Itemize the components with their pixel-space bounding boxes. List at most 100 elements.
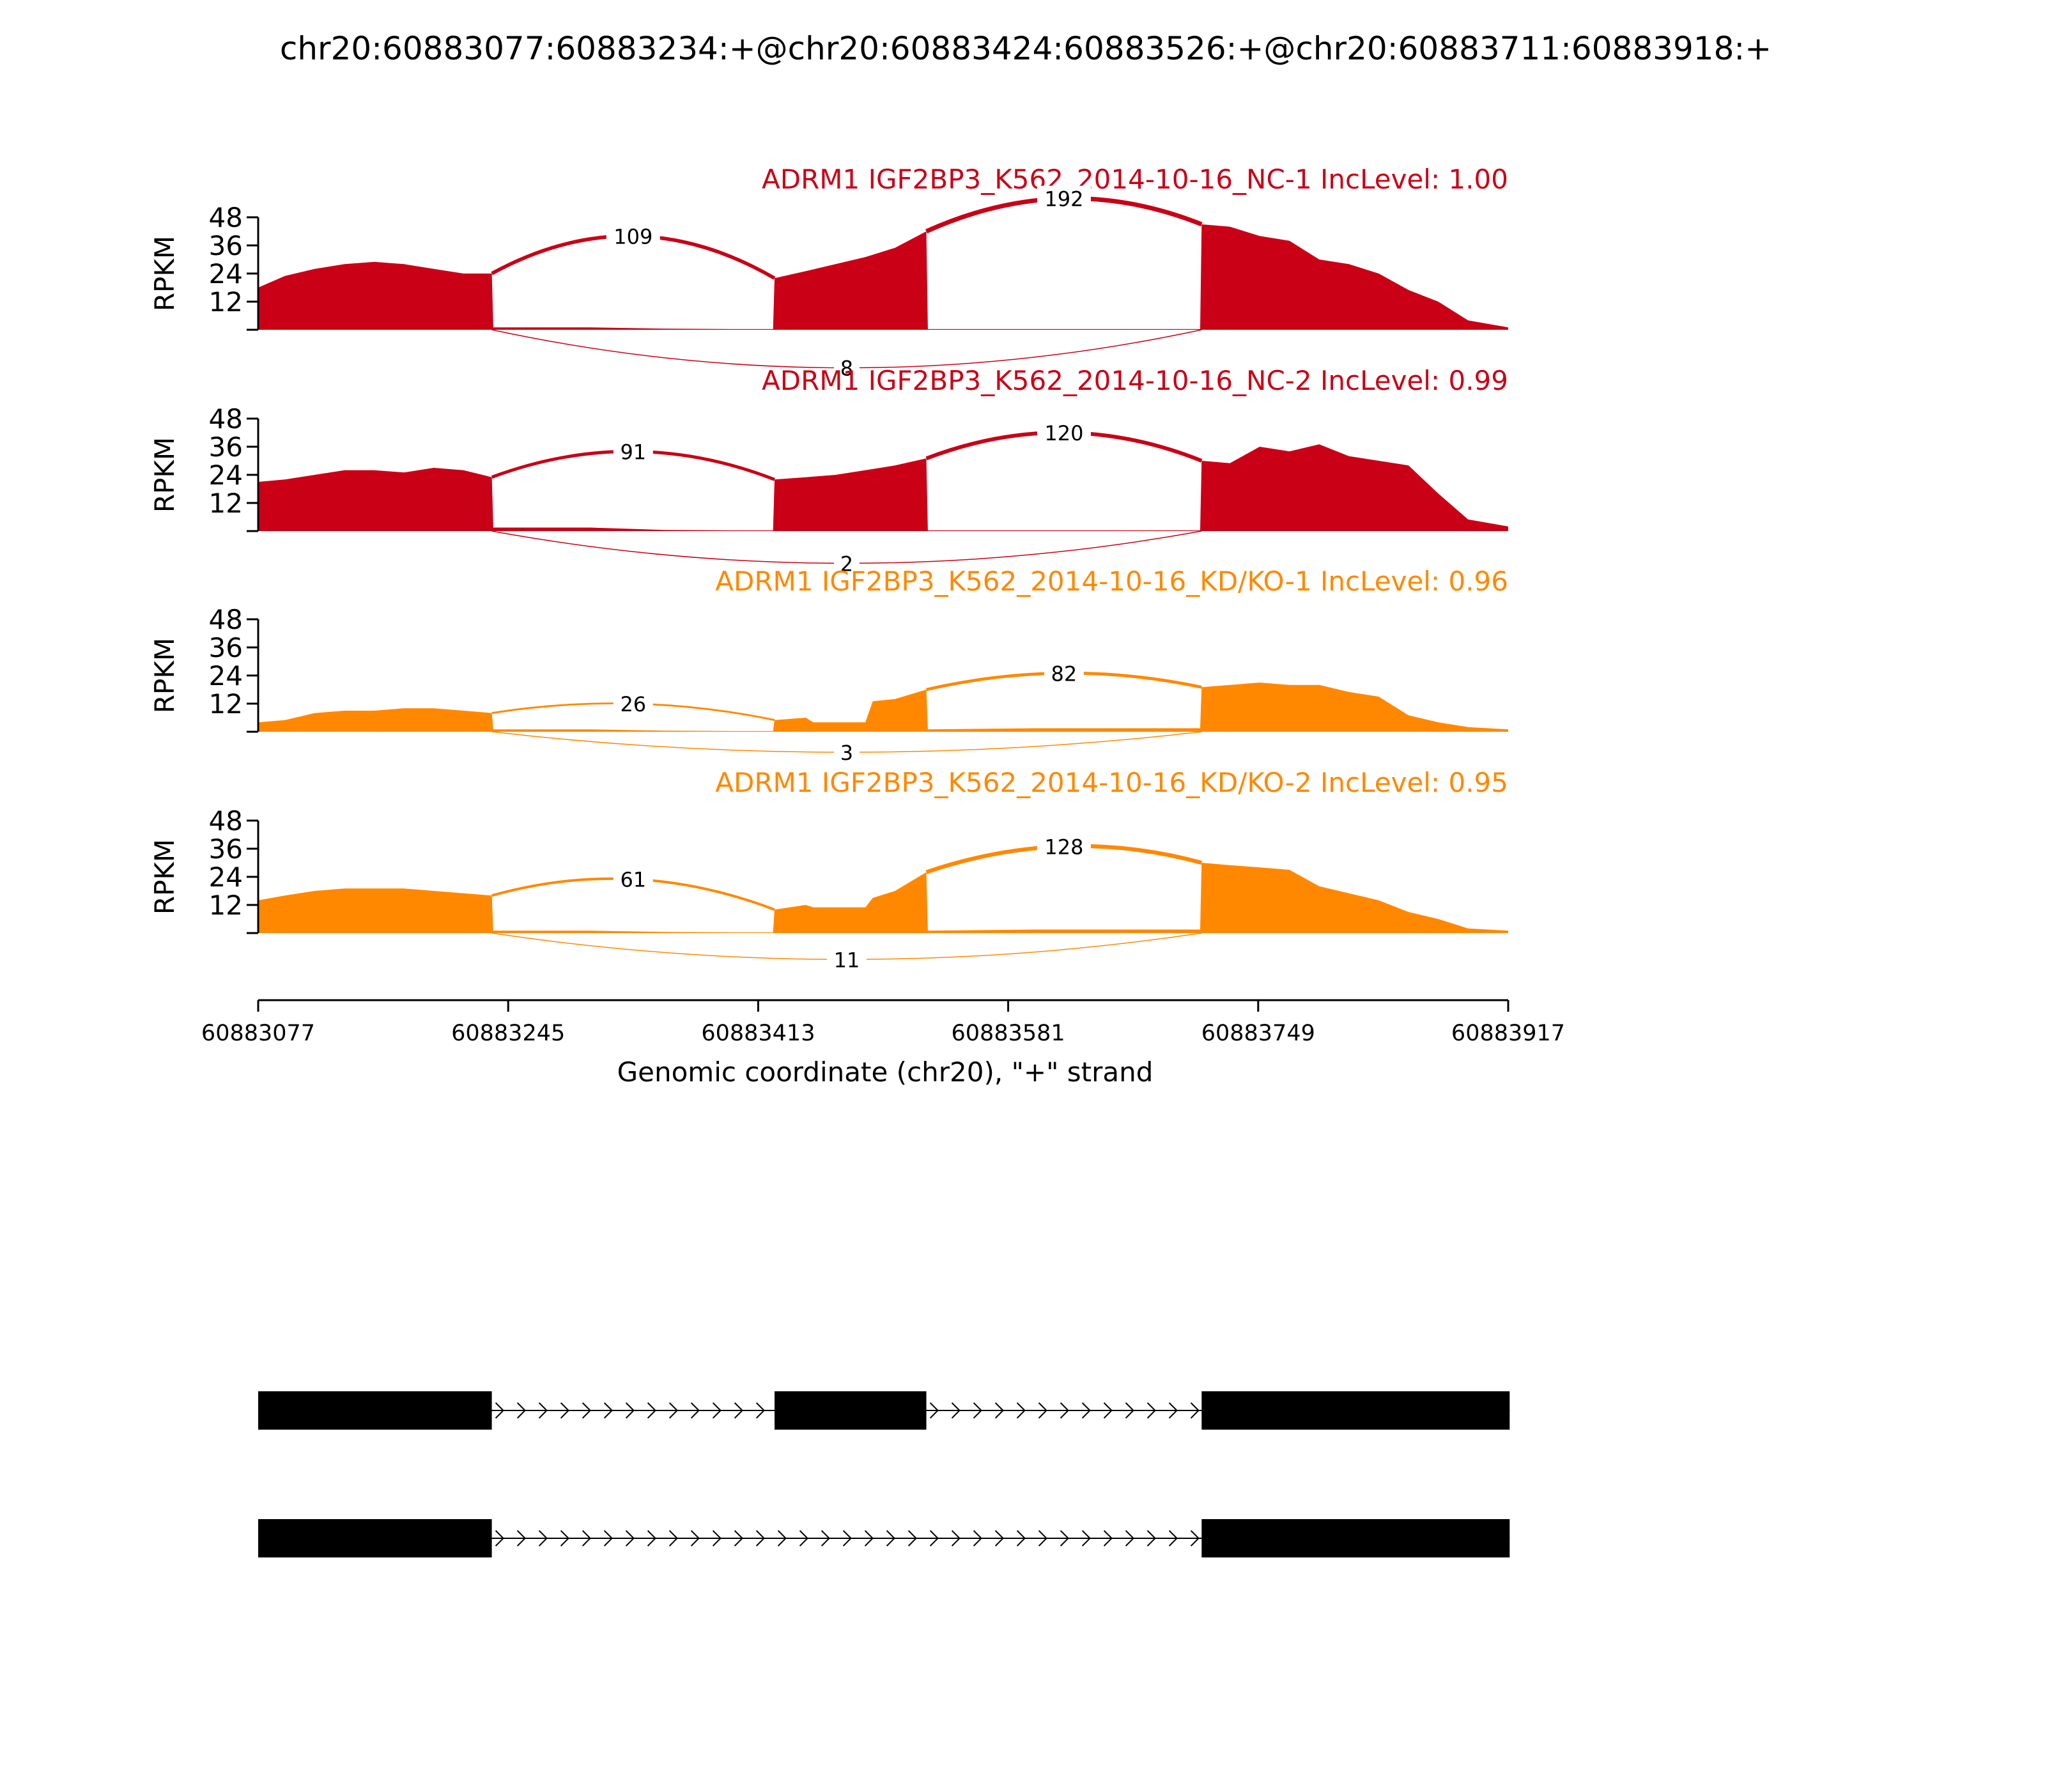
strand-chevron: [1060, 1530, 1070, 1547]
junction-label-bg: [826, 946, 867, 973]
junction-count: 26: [620, 692, 646, 716]
exon-block: [1201, 1391, 1510, 1430]
strand-chevron: [799, 1530, 809, 1547]
strand-chevron: [1168, 1530, 1178, 1547]
y-axis-label: RPKM: [149, 236, 180, 311]
strand-chevron: [495, 1402, 505, 1419]
strand-chevron: [755, 1530, 766, 1547]
strand-chevron: [1103, 1402, 1113, 1419]
strand-chevron: [734, 1530, 744, 1547]
strand-chevron: [994, 1402, 1004, 1419]
y-tick-label: 36: [209, 431, 243, 463]
strand-chevron: [582, 1402, 592, 1419]
y-tick-label: 36: [209, 632, 243, 663]
junction-label-bg: [833, 550, 860, 576]
junction-count: 2: [840, 552, 853, 576]
x-tick-label: 60883077: [201, 1021, 315, 1046]
y-tick-label: 36: [209, 833, 243, 865]
junction-count: 91: [620, 440, 646, 464]
strand-chevron: [560, 1530, 570, 1547]
strand-chevron: [625, 1530, 635, 1547]
strand-chevron: [1168, 1402, 1178, 1419]
strand-chevron: [1016, 1530, 1026, 1547]
strand-chevron: [973, 1402, 982, 1419]
junction-count: 8: [840, 357, 853, 381]
exon-block: [258, 1519, 492, 1557]
strand-chevron: [1081, 1402, 1091, 1419]
coverage-area: [258, 863, 1508, 933]
y-tick-label: 12: [209, 688, 243, 720]
strand-chevron: [712, 1402, 722, 1419]
junction-count: 61: [620, 868, 646, 892]
strand-chevron: [929, 1530, 939, 1547]
y-tick-label: 48: [209, 805, 243, 837]
strand-chevron: [647, 1530, 657, 1547]
sample-label: ADRM1 IGF2BP3_K562_2014-10-16_NC-1 IncLe…: [762, 164, 1508, 195]
junction-label-bg: [1037, 185, 1091, 212]
strand-chevron: [821, 1530, 831, 1547]
junction-label-bg: [1044, 660, 1084, 686]
junction-label-bg: [613, 866, 653, 892]
strand-chevron: [886, 1530, 896, 1547]
strand-chevron: [625, 1402, 635, 1419]
figure-title: chr20:60883077:60883234:+@chr20:60883424…: [280, 30, 1771, 67]
strand-chevron: [777, 1530, 787, 1547]
junction-count: 3: [840, 741, 853, 765]
strand-chevron: [603, 1402, 614, 1419]
strand-chevron: [951, 1530, 961, 1547]
coverage-area: [258, 444, 1508, 531]
strand-chevron: [647, 1402, 657, 1419]
strand-chevron: [994, 1530, 1005, 1547]
strand-chevron: [603, 1530, 614, 1547]
strand-chevron: [1125, 1402, 1134, 1419]
y-tick-label: 24: [209, 861, 243, 893]
strand-chevron: [668, 1402, 679, 1419]
strand-chevron: [734, 1402, 744, 1419]
y-tick-label: 36: [209, 230, 243, 261]
strand-chevron: [1081, 1530, 1092, 1547]
junction-label-bg: [613, 438, 653, 465]
strand-chevron: [755, 1402, 766, 1419]
strand-chevron: [1190, 1530, 1200, 1547]
sample-label: ADRM1 IGF2BP3_K562_2014-10-16_NC-2 IncLe…: [762, 365, 1508, 396]
strand-chevron: [690, 1402, 700, 1419]
y-axis-label: RPKM: [149, 638, 180, 713]
exon-block: [775, 1391, 927, 1430]
strand-chevron: [538, 1402, 548, 1419]
sample-label: ADRM1 IGF2BP3_K562_2014-10-16_KD/KO-2 In…: [715, 767, 1508, 798]
exon-block: [1201, 1519, 1510, 1557]
strand-chevron: [973, 1530, 983, 1547]
y-tick-label: 48: [209, 202, 243, 233]
x-tick-label: 60883581: [952, 1021, 1065, 1046]
strand-chevron: [1103, 1530, 1113, 1547]
x-axis-label: Genomic coordinate (chr20), "+" strand: [617, 1056, 1154, 1088]
junction-label-bg: [1037, 420, 1091, 445]
strand-chevron: [1190, 1402, 1200, 1419]
gene-structure: [258, 1391, 1510, 1557]
junction-count: 128: [1044, 835, 1083, 859]
strand-chevron: [929, 1402, 939, 1419]
strand-chevron: [1016, 1402, 1026, 1419]
x-tick-label: 60883413: [701, 1021, 815, 1046]
y-tick-label: 48: [209, 403, 243, 435]
strand-chevron: [951, 1402, 961, 1419]
strand-chevron: [1060, 1402, 1069, 1419]
strand-chevron: [712, 1530, 722, 1547]
strand-chevron: [842, 1530, 853, 1547]
junction-count: 11: [834, 948, 860, 972]
y-axis-label: RPKM: [149, 839, 180, 915]
strand-chevron: [690, 1530, 700, 1547]
junction-label-bg: [833, 739, 860, 766]
y-tick-label: 48: [209, 604, 243, 635]
strand-chevron: [495, 1530, 505, 1547]
junction-label-bg: [833, 355, 860, 381]
strand-chevron: [1146, 1402, 1156, 1419]
strand-chevron: [907, 1530, 918, 1547]
y-tick-label: 24: [209, 660, 243, 691]
strand-chevron: [560, 1402, 570, 1419]
